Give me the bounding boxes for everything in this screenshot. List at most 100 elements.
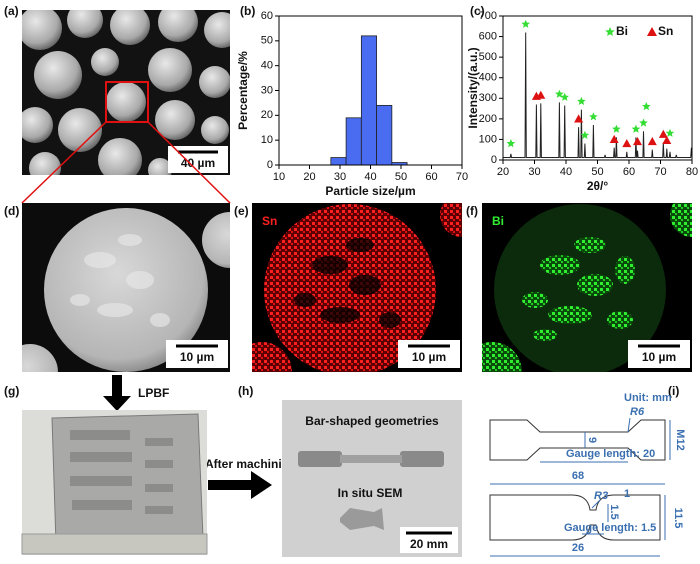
shape bbox=[607, 311, 633, 329]
drawing-label: Gauge length: 20 bbox=[566, 448, 655, 460]
peak-marker bbox=[639, 118, 648, 127]
legend-label: Bi bbox=[616, 24, 628, 38]
peak-marker bbox=[580, 130, 590, 139]
element-label: Sn bbox=[262, 214, 277, 228]
shape bbox=[22, 107, 53, 143]
sem-image bbox=[22, 203, 230, 372]
shape bbox=[126, 271, 154, 289]
scale-label: 40 µm bbox=[181, 156, 215, 170]
y-tick-label: 0 bbox=[267, 159, 273, 171]
shape bbox=[118, 234, 142, 246]
panel-label: (i) bbox=[668, 384, 679, 398]
shape bbox=[58, 108, 102, 152]
shape bbox=[150, 313, 170, 327]
x-axis-label: 2θ/° bbox=[587, 179, 608, 193]
shape bbox=[22, 10, 62, 50]
y-tick-label: 600 bbox=[479, 30, 497, 42]
y-tick-label: 10 bbox=[261, 134, 273, 146]
drawing-label: 1.5 bbox=[608, 504, 620, 519]
shape bbox=[482, 342, 522, 372]
scale-label: 10 µm bbox=[642, 350, 676, 364]
shape bbox=[320, 307, 360, 323]
y-tick-label: 20 bbox=[261, 109, 273, 121]
drawing-label: Gauge length: 1.5 bbox=[564, 522, 656, 534]
drawing-label: Unit: mm bbox=[624, 392, 672, 404]
eds-map: Sn bbox=[252, 203, 462, 372]
shape bbox=[148, 158, 172, 175]
legend-symbol bbox=[605, 27, 615, 36]
y-tick-label: 100 bbox=[479, 133, 497, 145]
shape bbox=[298, 451, 342, 467]
shape bbox=[21, 533, 208, 555]
panel-label: (b) bbox=[240, 4, 255, 18]
peak-marker bbox=[612, 124, 621, 133]
shape bbox=[70, 294, 90, 306]
y-axis-label: Percentage/% bbox=[236, 51, 250, 130]
zoom-box bbox=[105, 81, 149, 123]
y-tick-label: 200 bbox=[479, 113, 497, 125]
photo-label: Bar-shaped geometries bbox=[305, 414, 439, 428]
x-tick-label: 60 bbox=[623, 166, 635, 178]
drawing-label: R3 bbox=[594, 490, 608, 502]
dimension-lines bbox=[490, 417, 671, 557]
shape bbox=[533, 329, 557, 341]
shape bbox=[98, 138, 142, 175]
peak-marker bbox=[662, 135, 672, 145]
scale-label: 20 mm bbox=[410, 537, 448, 551]
shape bbox=[97, 303, 133, 317]
shape bbox=[70, 476, 132, 486]
process-label: After machining bbox=[205, 457, 296, 471]
shape bbox=[106, 82, 146, 122]
scale-bar: 20 mm bbox=[400, 527, 458, 553]
photo bbox=[282, 400, 462, 557]
shape bbox=[204, 12, 230, 48]
scale-label: 10 µm bbox=[180, 350, 214, 364]
legend-label: Sn bbox=[658, 24, 673, 38]
x-axis-label: Particle size/µm bbox=[325, 184, 415, 198]
shape bbox=[540, 255, 580, 275]
shape bbox=[340, 508, 384, 530]
peak-marker bbox=[622, 139, 632, 148]
shape bbox=[91, 48, 119, 76]
x-tick-label: 50 bbox=[591, 166, 603, 178]
drawing-label: 9 bbox=[586, 437, 598, 443]
shape bbox=[340, 455, 402, 463]
y-tick-label: 50 bbox=[261, 35, 273, 47]
bar bbox=[376, 105, 393, 166]
y-tick-label: 0 bbox=[491, 154, 497, 166]
x-tick-label: 60 bbox=[425, 171, 437, 183]
scale-label: 10 µm bbox=[412, 350, 446, 364]
x-tick-label: 80 bbox=[686, 166, 698, 178]
peak-marker bbox=[521, 19, 530, 28]
eds-map: Bi bbox=[482, 203, 692, 372]
peak-marker bbox=[506, 139, 516, 148]
peak-marker bbox=[647, 136, 657, 146]
shape bbox=[627, 417, 631, 433]
shape bbox=[591, 499, 601, 509]
shape bbox=[145, 460, 173, 468]
shape bbox=[145, 438, 173, 446]
shape bbox=[70, 430, 130, 440]
shape bbox=[145, 484, 173, 492]
shape bbox=[400, 451, 444, 467]
element-label: Bi bbox=[492, 214, 504, 228]
peak-marker bbox=[560, 92, 569, 101]
x-tick-label: 70 bbox=[654, 166, 666, 178]
zoom-line bbox=[147, 121, 231, 204]
bar bbox=[345, 117, 362, 166]
panel-label: (h) bbox=[238, 384, 253, 398]
shape bbox=[489, 419, 666, 461]
shape bbox=[70, 234, 170, 327]
shape bbox=[251, 471, 272, 499]
drawing-label: 11.5 bbox=[672, 508, 684, 529]
y-tick-label: 400 bbox=[479, 72, 497, 84]
zoom-line bbox=[21, 121, 107, 204]
shape bbox=[67, 10, 103, 38]
shape bbox=[522, 292, 548, 308]
x-tick-label: 40 bbox=[364, 171, 376, 183]
shape bbox=[400, 527, 458, 553]
x-tick-label: 70 bbox=[456, 171, 468, 183]
panel-label: (e) bbox=[234, 204, 249, 218]
y-tick-label: 500 bbox=[479, 51, 497, 63]
drawing-label: R6 bbox=[630, 406, 645, 418]
